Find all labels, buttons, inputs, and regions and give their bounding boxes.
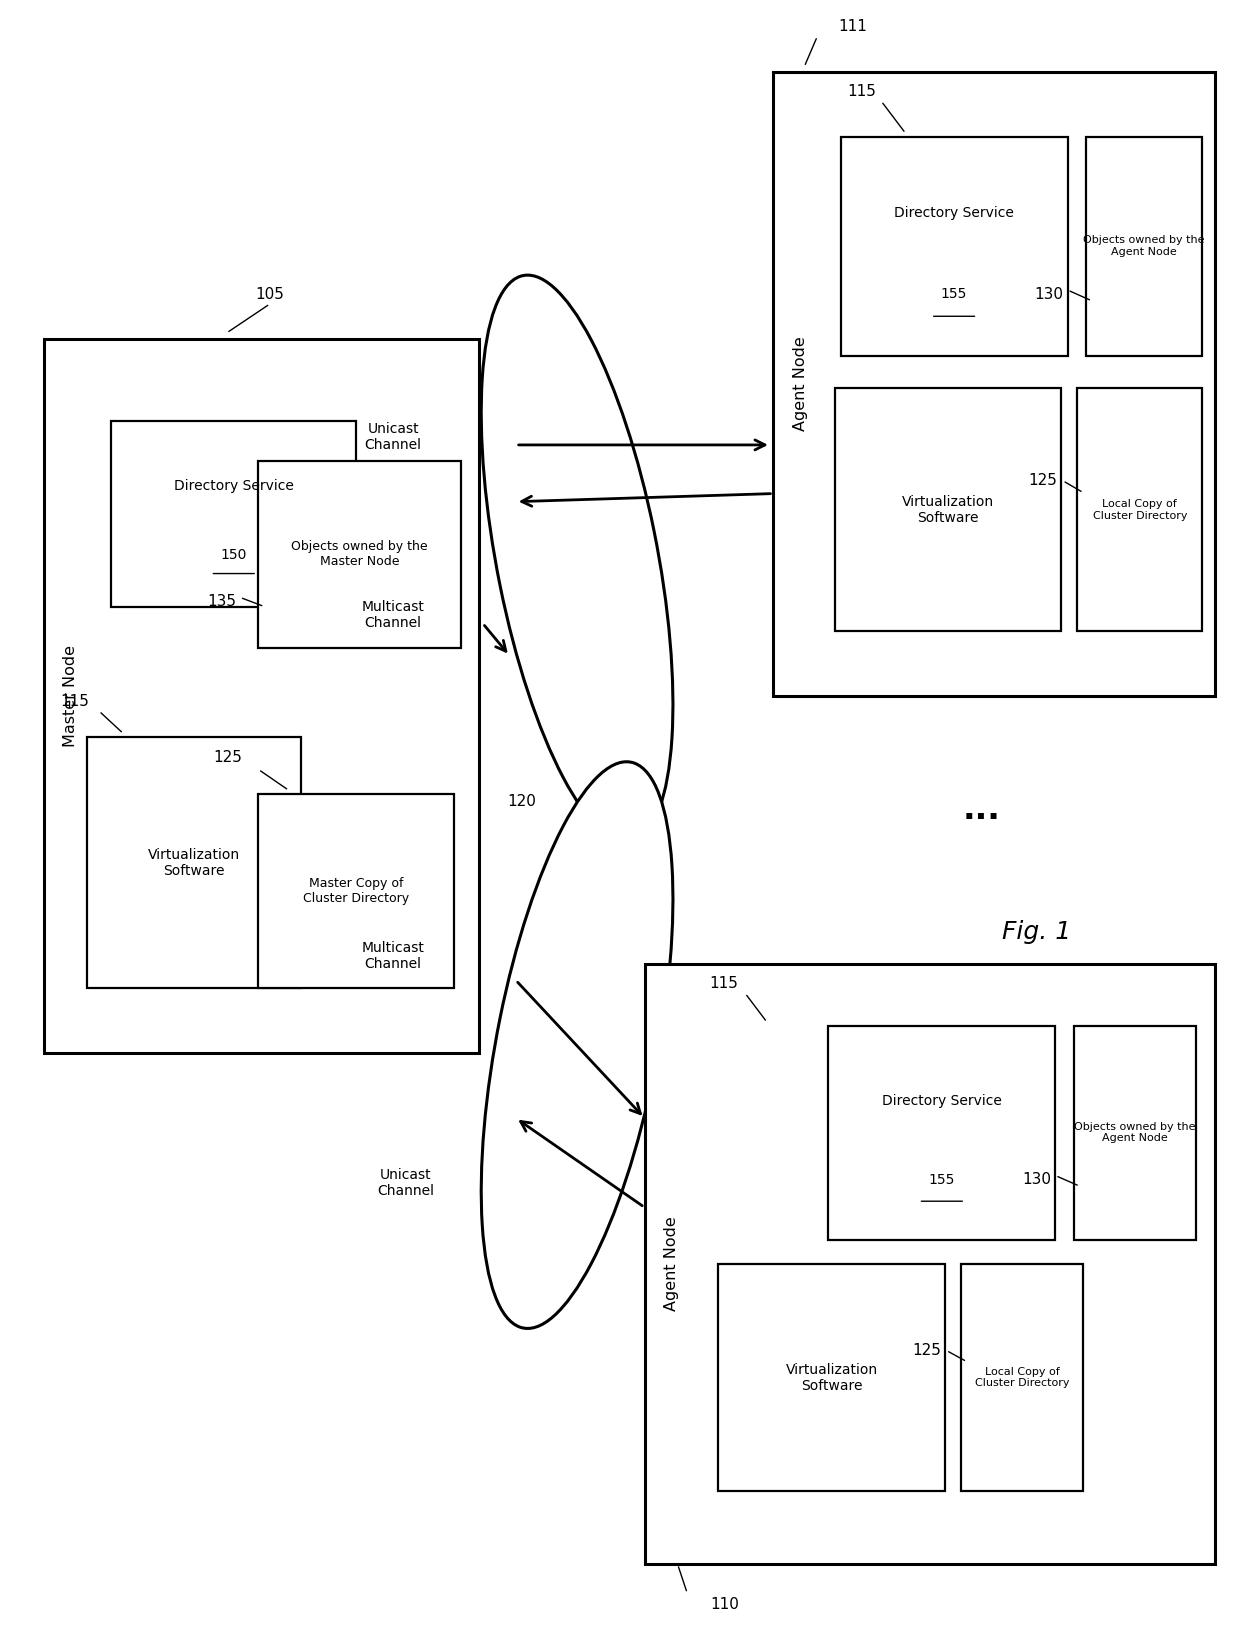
Text: 130: 130 [1022,1173,1052,1188]
Text: Agent Node: Agent Node [792,337,807,432]
Text: 120: 120 [507,795,537,810]
Ellipse shape [481,275,673,843]
Text: Master Node: Master Node [63,645,78,748]
Text: Local Copy of
Cluster Directory: Local Copy of Cluster Directory [1092,499,1187,520]
Text: 115: 115 [847,83,875,98]
Text: Virtualization
Software: Virtualization Software [785,1363,878,1392]
Text: Virtualization
Software: Virtualization Software [901,494,994,525]
Text: 130: 130 [1034,286,1064,303]
Text: 150: 150 [221,548,247,561]
Bar [258,461,460,648]
Text: Unicast
Channel: Unicast Channel [365,422,422,452]
Text: Virtualization
Software: Virtualization Software [148,847,241,877]
Bar [1074,1026,1197,1240]
Text: Master Copy of
Cluster Directory: Master Copy of Cluster Directory [304,877,409,905]
Bar [258,793,455,988]
Text: ...: ... [962,793,1001,826]
Text: Directory Service: Directory Service [174,479,294,492]
Bar [1078,388,1203,631]
Text: 111: 111 [838,20,867,34]
Bar [841,137,1068,355]
Text: Multicast
Channel: Multicast Channel [362,941,424,972]
Bar [774,72,1215,697]
Text: Fig. 1: Fig. 1 [1002,919,1071,944]
Bar [43,340,479,1054]
Text: Agent Node: Agent Node [663,1217,680,1312]
Text: Objects owned by the
Agent Node: Objects owned by the Agent Node [1074,1122,1195,1144]
Bar [112,420,356,607]
Text: 135: 135 [207,594,236,609]
Bar [718,1265,945,1490]
Text: 105: 105 [255,286,284,301]
Bar [828,1026,1055,1240]
Text: 125: 125 [1028,473,1058,488]
Text: 125: 125 [213,751,242,766]
Text: Local Copy of
Cluster Directory: Local Copy of Cluster Directory [975,1366,1069,1389]
Text: Directory Service: Directory Service [894,206,1014,221]
Ellipse shape [481,762,673,1328]
Text: Unicast
Channel: Unicast Channel [377,1168,434,1198]
Bar [961,1265,1084,1490]
Text: 125: 125 [913,1343,941,1358]
Text: Objects owned by the
Master Node: Objects owned by the Master Node [291,540,428,568]
Bar [645,964,1215,1564]
Text: 155: 155 [929,1173,955,1186]
Text: 155: 155 [941,288,967,301]
Text: 110: 110 [711,1597,739,1611]
Bar [87,736,301,988]
Text: Directory Service: Directory Service [882,1093,1002,1108]
Text: Multicast
Channel: Multicast Channel [362,600,424,630]
Text: Objects owned by the
Agent Node: Objects owned by the Agent Node [1084,236,1205,257]
Text: 115: 115 [709,977,739,991]
Bar [835,388,1061,631]
Bar [1086,137,1203,355]
Text: 115: 115 [60,694,89,708]
